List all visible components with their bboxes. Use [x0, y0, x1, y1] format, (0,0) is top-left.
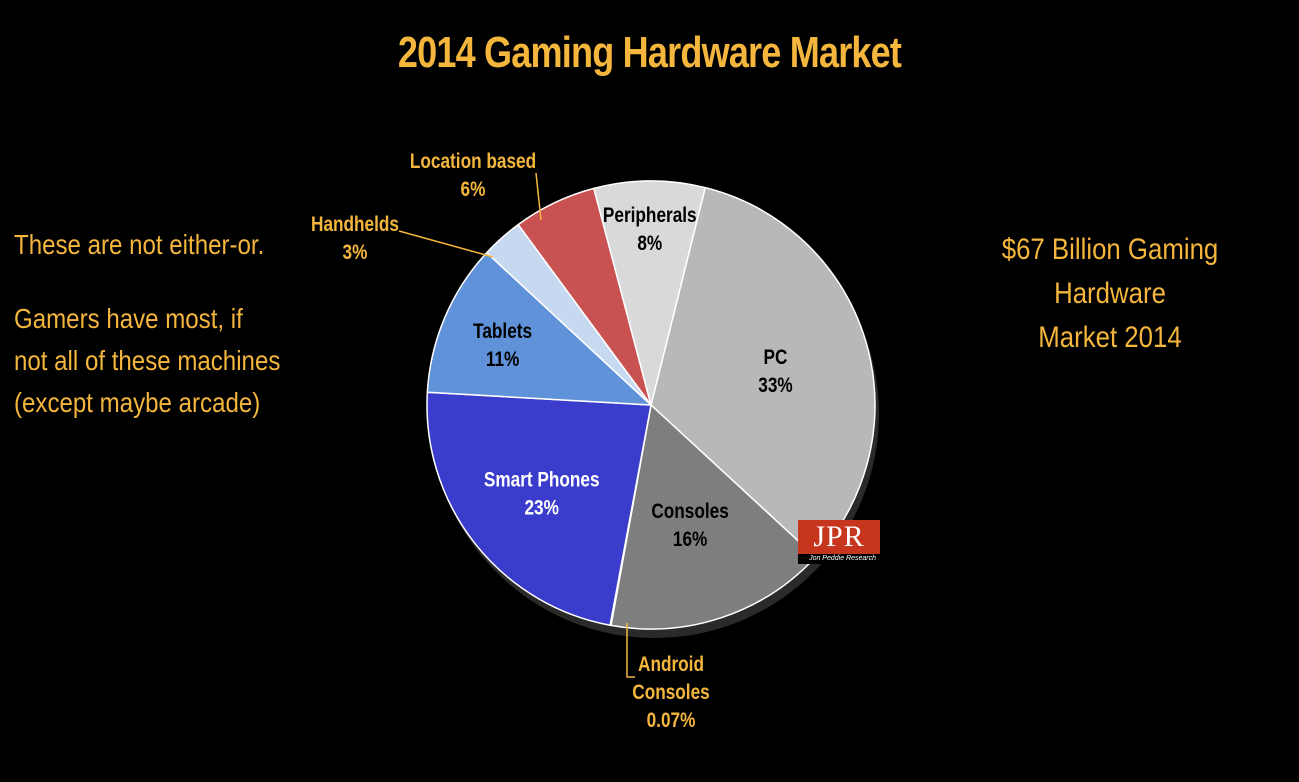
note-gamers-machines: Gamers have most, if not all of these ma… [14, 298, 280, 424]
chart-title: 2014 Gaming Hardware Market [397, 28, 902, 77]
slice-value-label: 23% [524, 497, 558, 520]
slice-label-handhelds: Handhelds 3% [311, 214, 399, 265]
pie-slice-consoles [610, 404, 817, 630]
note-line: (except maybe arcade) [14, 387, 261, 418]
leader-line-android-consoles [626, 623, 635, 678]
slice-value-label: 6% [461, 179, 486, 202]
slice-name-label: Smart Phones [484, 469, 600, 492]
slice-name-label: Consoles [651, 500, 728, 523]
pie-slice-peripherals [593, 180, 706, 406]
slice-value-label: 0.07% [647, 710, 696, 733]
pie-slice-pc [650, 186, 876, 558]
market-size-note: $67 Billion Gaming Hardware Market 2014 [947, 228, 1274, 360]
slice-name-label: Tablets [473, 320, 532, 343]
slice-name-label: PC [764, 346, 788, 369]
slice-label-tablets: Tablets 11% [473, 320, 532, 371]
note-line: These are not either-or. [14, 229, 265, 260]
slice-label-pc: PC 33% [758, 346, 792, 397]
slice-label-location-based: Location based 6% [410, 151, 536, 202]
slice-name-label: Location based [410, 151, 536, 174]
leader-line-location-based [535, 172, 542, 221]
left-notes: These are not either-or. Gamers have mos… [14, 224, 280, 456]
slice-value-label: 3% [343, 242, 368, 265]
slice-value-label: 33% [758, 374, 792, 397]
note-line: not all of these machines [14, 345, 281, 376]
jpr-logo-subtitle: Jon Peddie Research [809, 555, 876, 562]
slice-label-smart-phones: Smart Phones 23% [484, 469, 600, 520]
note-line: Market 2014 [1038, 321, 1182, 354]
pie-slice-smart-phones [426, 391, 652, 626]
slice-value-label: Consoles [632, 682, 709, 705]
slice-label-android-consoles: Android Consoles 0.07% [632, 654, 709, 733]
note-either-or: These are not either-or. [14, 224, 280, 266]
jpr-logo: JPR Jon Peddie Research [798, 520, 880, 564]
note-line: $67 Billion Gaming Hardware [1001, 233, 1219, 310]
slice-label-consoles: Consoles 16% [651, 500, 728, 551]
note-line: Gamers have most, if [14, 303, 243, 334]
slice-name-label: Peripherals [603, 204, 697, 227]
slice-value-label: 8% [637, 232, 662, 255]
slice-name-label: Handhelds [311, 214, 399, 237]
slice-label-peripherals: Peripherals 8% [603, 204, 697, 255]
slice-value-label: 11% [486, 348, 519, 371]
jpr-logo-mark: JPR [798, 520, 880, 554]
slice-name-label: Android [638, 654, 704, 677]
slice-value-label: 16% [673, 528, 707, 551]
pie-slice-tablets [426, 251, 652, 406]
leader-line-handhelds [398, 230, 494, 258]
